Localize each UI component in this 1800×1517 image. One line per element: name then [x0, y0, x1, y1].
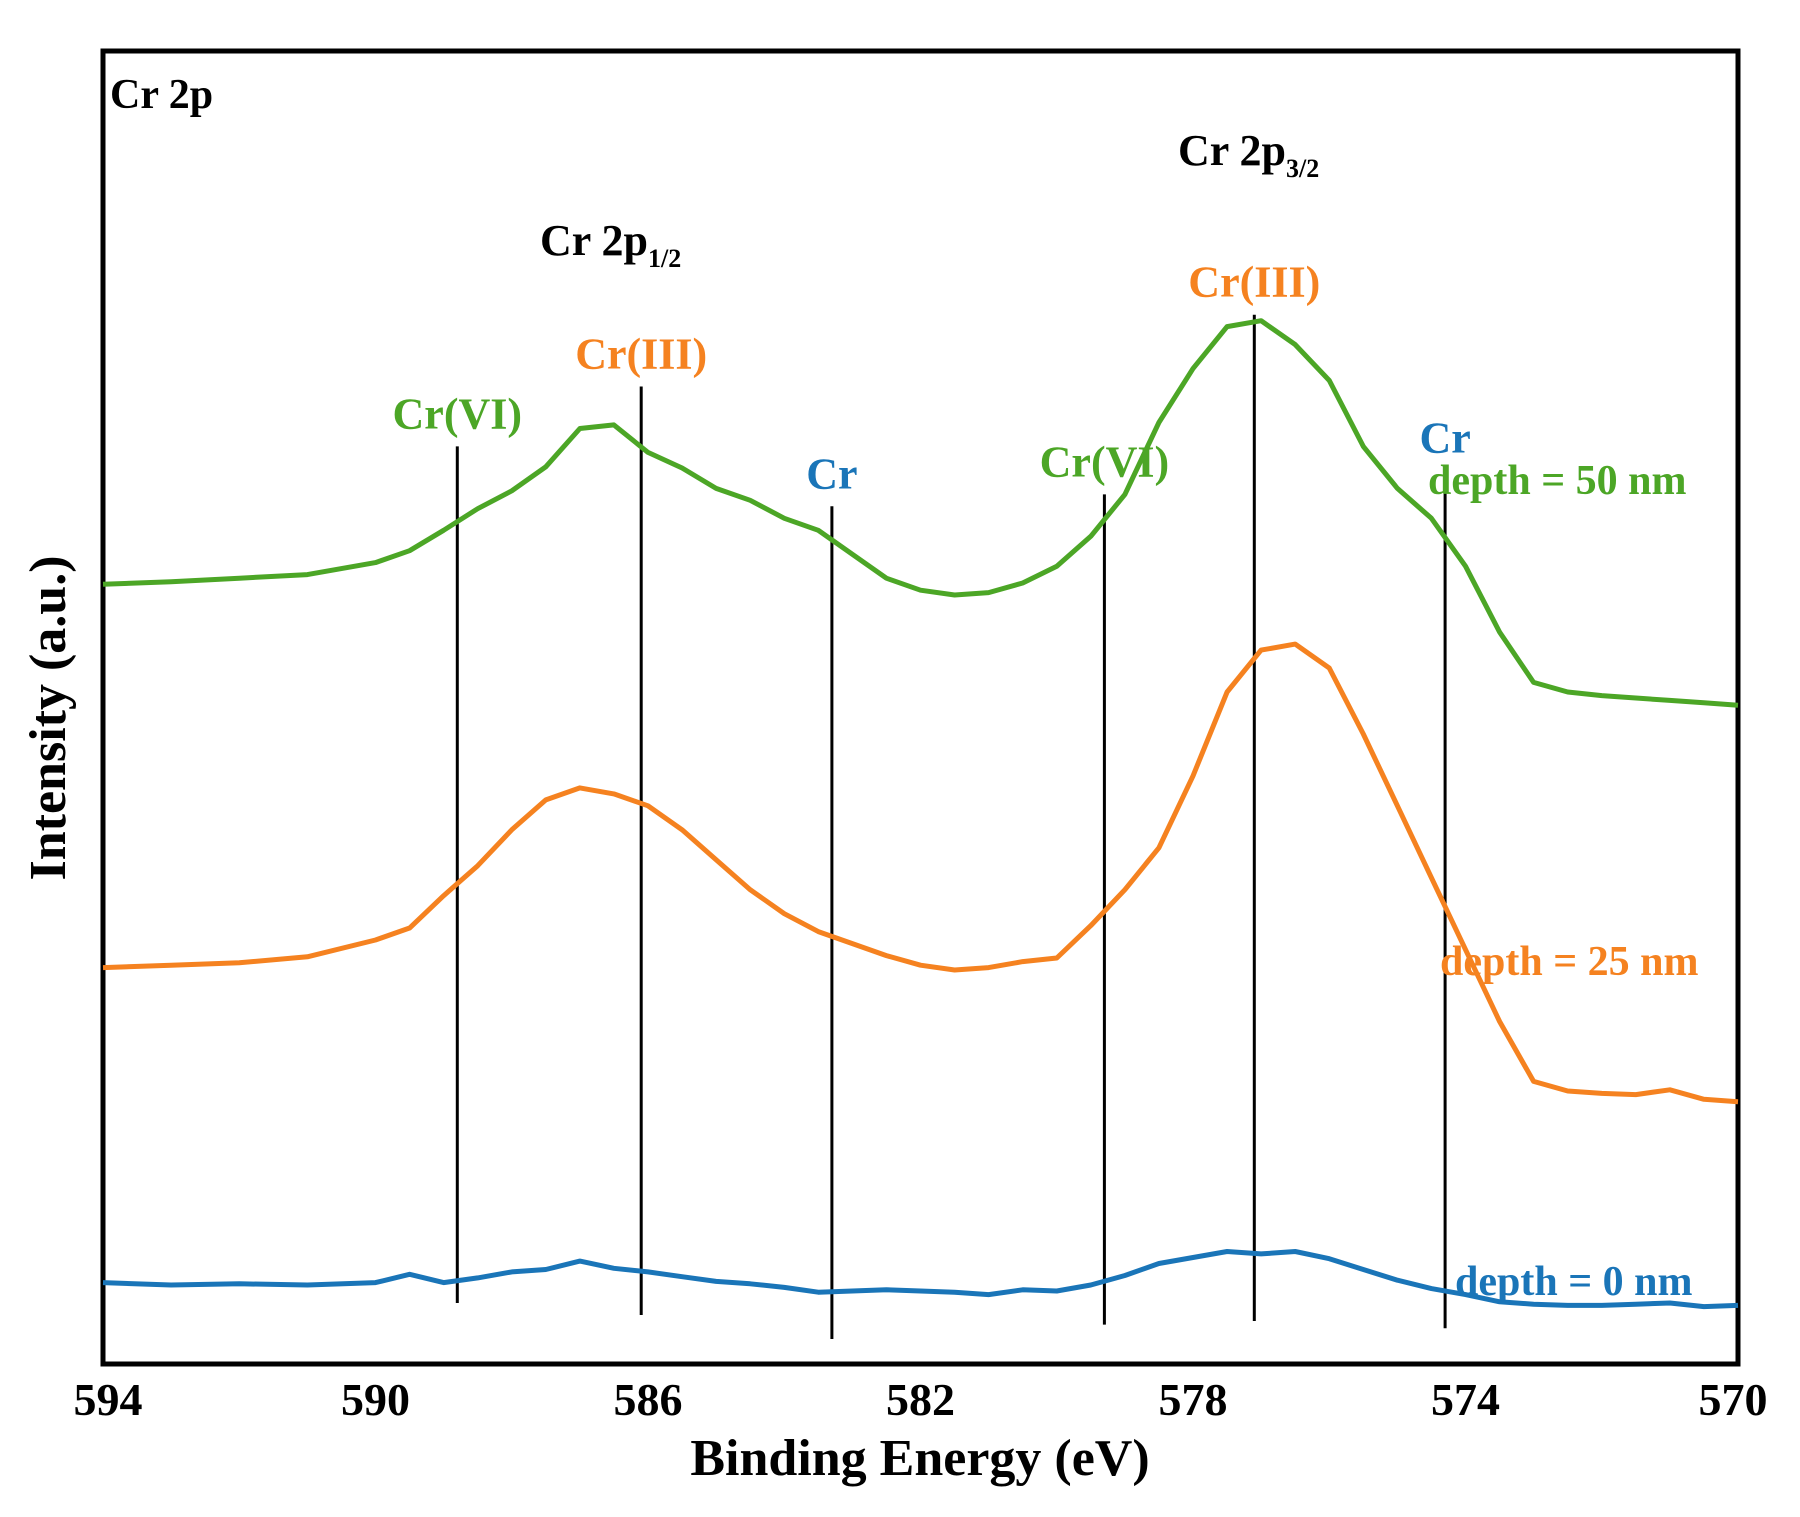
- cr-2p-three-half-main: Cr 2p: [1178, 126, 1286, 175]
- series-line-1: [102, 641, 1739, 1105]
- reference-label-5: Cr: [1419, 413, 1470, 462]
- x-tick-label-4: 578: [1159, 1374, 1228, 1425]
- series-line-0: [102, 318, 1739, 708]
- x-axis-ticks: 594 590 586 582 578 574 570: [74, 1374, 1768, 1425]
- series-label-25nm: depth = 25 nm: [1440, 939, 1698, 985]
- x-axis-title: Binding Energy (eV): [690, 1430, 1149, 1487]
- cr-2p-three-half-sub: 3/2: [1286, 154, 1319, 183]
- cr-2p-half-main: Cr 2p: [540, 216, 648, 265]
- x-tick-label-5: 574: [1431, 1374, 1500, 1425]
- plot-frame: [100, 48, 1741, 1367]
- reference-label-4: Cr(III): [1188, 258, 1320, 307]
- panel-title: Cr 2p: [110, 72, 213, 118]
- series-line-2: [102, 1249, 1739, 1310]
- y-axis-title: Intensity (a.u.): [20, 555, 77, 880]
- reference-label-1: Cr(III): [575, 330, 707, 379]
- cr-2p-half-sub: 1/2: [648, 244, 681, 273]
- reference-label-0: Cr(VI): [393, 389, 523, 438]
- x-tick-label-3: 582: [886, 1374, 955, 1425]
- x-tick-label-2: 586: [614, 1374, 683, 1425]
- cr-2p-three-half-label: Cr 2p3/2: [1178, 126, 1319, 183]
- cr-2p-half-label: Cr 2p1/2: [540, 216, 681, 273]
- reference-label-2: Cr: [806, 449, 857, 498]
- series-group: [102, 318, 1739, 1310]
- x-tick-label-0: 594: [74, 1374, 143, 1425]
- series-label-0nm: depth = 0 nm: [1455, 1259, 1692, 1305]
- x-tick-label-1: 590: [341, 1374, 410, 1425]
- x-tick-label-6: 570: [1699, 1374, 1768, 1425]
- series-label-50nm: depth = 50 nm: [1428, 458, 1686, 504]
